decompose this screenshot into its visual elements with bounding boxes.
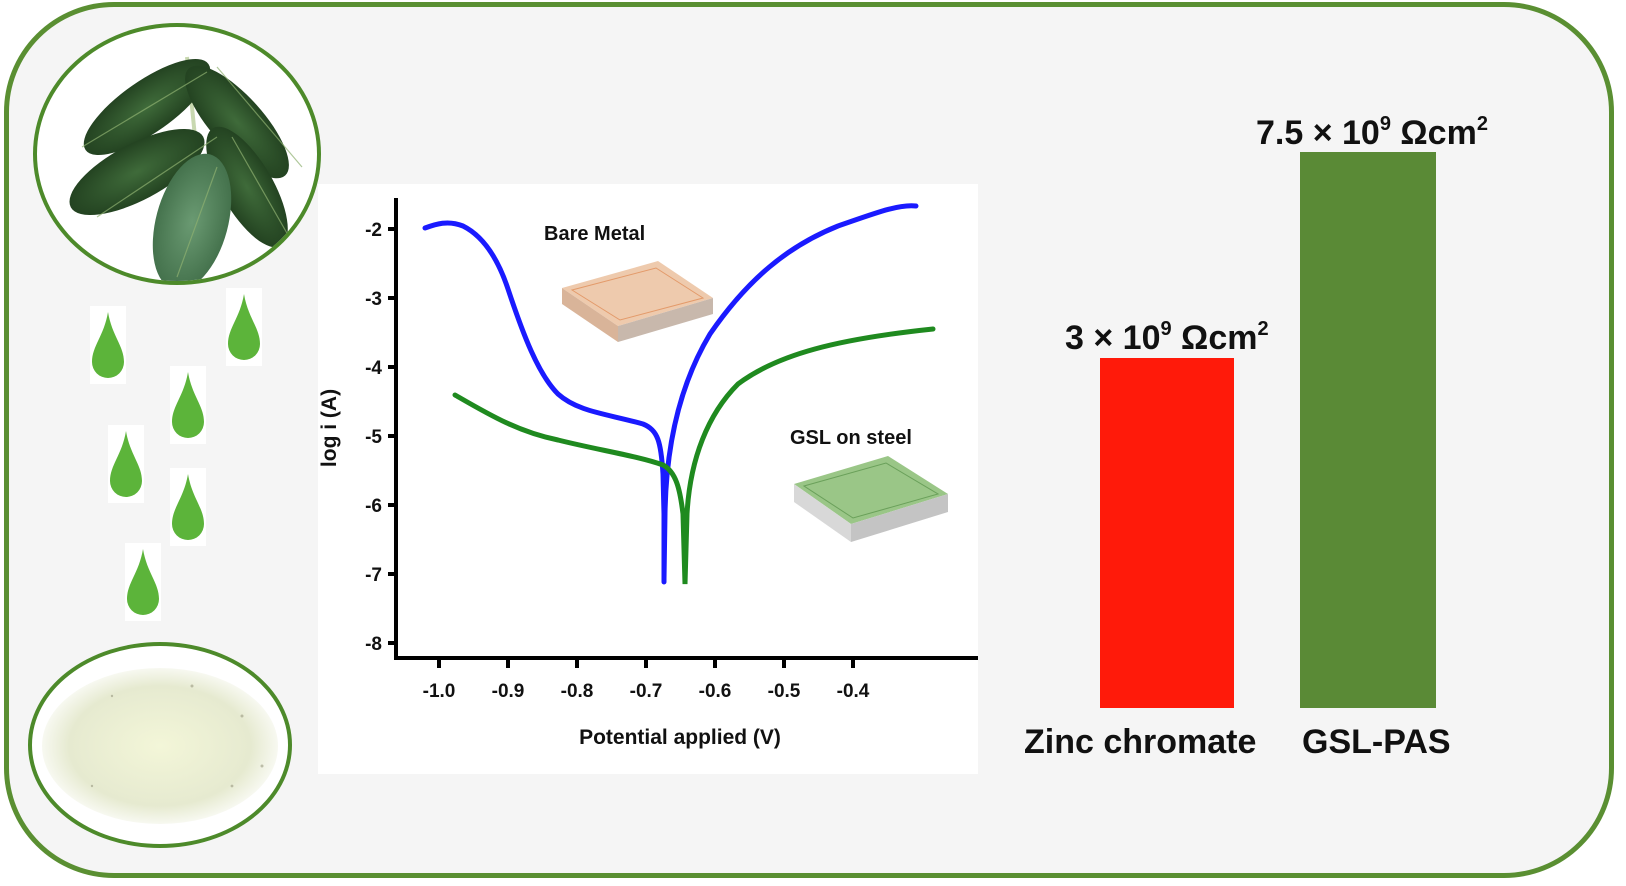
- drop-icon: [90, 306, 126, 384]
- powder-icon: [42, 668, 278, 824]
- drop-icon: [170, 366, 206, 444]
- gsl-curve: [452, 326, 936, 585]
- leaves-image: [33, 23, 321, 285]
- leaves-icon: [69, 56, 303, 281]
- category-zinc-chromate: Zinc chromate: [1024, 723, 1257, 761]
- gsl-block-icon: [794, 456, 948, 542]
- bare-metal-block-icon: [562, 261, 713, 342]
- svg-text:-0.5: -0.5: [768, 681, 801, 702]
- bare-metal-curve: [422, 203, 919, 585]
- category-gsl-pas: GSL-PAS: [1302, 723, 1451, 761]
- svg-text:-7: -7: [365, 565, 382, 586]
- svg-text:-0.4: -0.4: [837, 681, 870, 702]
- drop-icon: [226, 288, 262, 366]
- drop-icon: [170, 468, 206, 546]
- svg-text:-2: -2: [365, 220, 382, 241]
- gsl-label: GSL on steel: [790, 427, 912, 449]
- zinc-chromate-bar: [1100, 358, 1234, 708]
- svg-text:-0.6: -0.6: [699, 681, 732, 702]
- svg-text:-1.0: -1.0: [423, 681, 456, 702]
- svg-text:-0.9: -0.9: [492, 681, 525, 702]
- drop-icon: [108, 425, 144, 503]
- gsl-pas-bar: [1300, 152, 1436, 708]
- zinc-value-label: 3 × 109 Ωcm2: [1065, 318, 1269, 357]
- svg-text:-4: -4: [365, 358, 382, 379]
- svg-text:-3: -3: [365, 289, 382, 310]
- svg-text:-0.8: -0.8: [561, 681, 594, 702]
- svg-text:-8: -8: [365, 634, 382, 655]
- svg-text:-5: -5: [365, 427, 382, 448]
- powder-image: [28, 642, 292, 848]
- bare-metal-label: Bare Metal: [544, 223, 645, 245]
- svg-text:-6: -6: [365, 496, 382, 517]
- y-axis-label: log i (A): [318, 389, 341, 467]
- svg-text:-0.7: -0.7: [630, 681, 663, 702]
- tafel-plot: -2 -3 -4 -5 -6 -7 -8 -1.0 -0.9 -0.8 -0.7 -0.6 -0…: [318, 184, 978, 774]
- x-axis-label: Potential applied (V): [579, 726, 781, 749]
- gsl-value-label: 7.5 × 109 Ωcm2: [1256, 113, 1488, 152]
- drop-icon: [125, 543, 161, 621]
